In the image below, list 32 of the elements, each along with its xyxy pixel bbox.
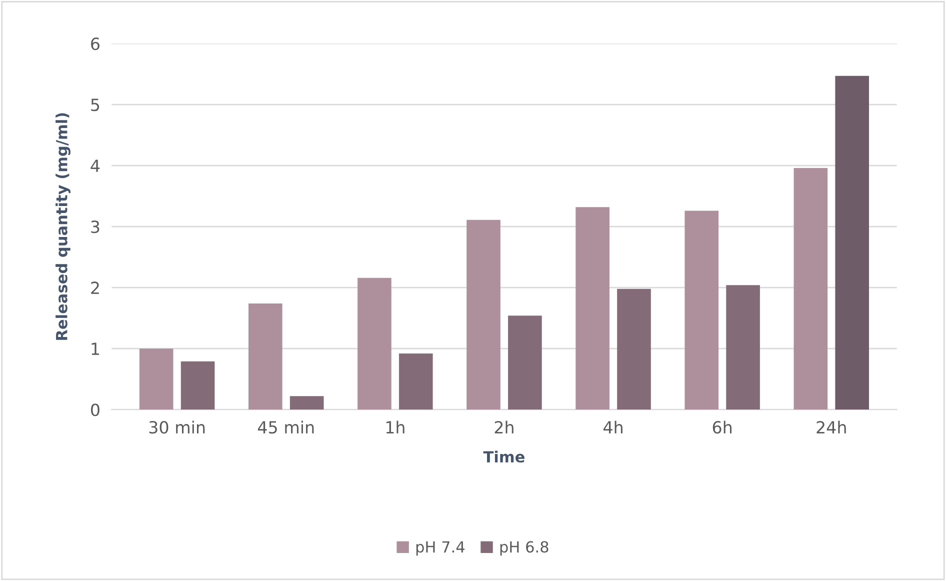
y-axis-title: Released quantity (mg/ml) <box>56 113 70 340</box>
y-tick-label: 1 <box>92 342 99 355</box>
y-tick-label: 4 <box>90 160 100 172</box>
y-tick-label: 0 <box>91 404 100 416</box>
bar <box>139 348 174 410</box>
x-tick-label: 45 min <box>258 420 314 434</box>
x-axis-title: Time <box>483 450 524 463</box>
legend-label: pH 7.4 <box>416 541 465 556</box>
y-tick-label: 2 <box>91 282 99 294</box>
bar <box>358 278 392 410</box>
x-tick-label: 4h <box>604 420 622 434</box>
x-tick-label: 30 min <box>149 420 205 434</box>
y-tick-label: 5 <box>91 98 100 112</box>
legend-label: pH 6.8 <box>500 541 548 556</box>
bar <box>290 396 324 410</box>
bar <box>248 303 282 410</box>
bar <box>617 288 651 410</box>
bar <box>180 361 215 410</box>
bar <box>726 285 760 410</box>
bar <box>835 76 869 410</box>
bar <box>684 210 719 410</box>
bar <box>398 353 433 410</box>
x-tick-label: 6h <box>712 420 732 434</box>
bar <box>794 168 828 410</box>
bar <box>508 316 542 410</box>
x-tick-label: 2h <box>494 420 514 434</box>
bar <box>466 220 500 410</box>
y-tick-label: 6 <box>91 38 100 50</box>
x-tick-label: 1h <box>386 420 404 434</box>
y-tick-label: 3 <box>91 220 100 234</box>
x-tick-label: 24h <box>816 420 846 434</box>
bar <box>576 207 610 410</box>
